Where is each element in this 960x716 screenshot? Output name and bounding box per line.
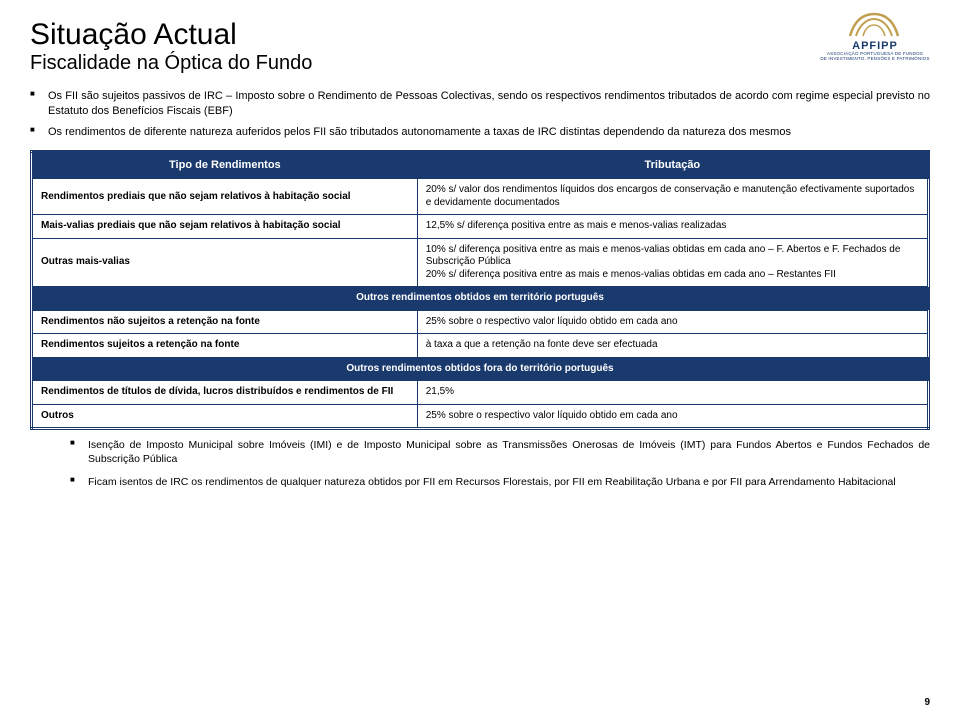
cell-left: Rendimentos prediais que não sejam relat… [32,179,418,215]
intro-bullets: Os FII são sujeitos passivos de IRC – Im… [30,89,930,140]
footer-bullets: Isenção de Imposto Municipal sobre Imóve… [70,438,930,489]
table-header-row: Tipo de Rendimentos Tributação [32,151,929,179]
bullet-item: Ficam isentos de IRC os rendimentos de q… [70,475,930,489]
cell-right: 25% sobre o respectivo valor líquido obt… [417,310,928,334]
tax-table: Tipo de Rendimentos Tributação Rendiment… [30,150,930,431]
logo-icon [848,10,902,38]
page-number: 9 [924,697,930,708]
cell-left: Rendimentos de títulos de dívida, lucros… [32,381,418,405]
cell-right: à taxa a que a retenção na fonte deve se… [417,334,928,358]
cell-right: 12,5% s/ diferença positiva entre as mai… [417,215,928,239]
bullet-item: Os rendimentos de diferente natureza auf… [30,125,930,140]
cell-left: Mais-valias prediais que não sejam relat… [32,215,418,239]
cell-right: 10% s/ diferença positiva entre as mais … [417,238,928,287]
table-row: Outros 25% sobre o respectivo valor líqu… [32,404,929,429]
cell-left: Rendimentos não sujeitos a retenção na f… [32,310,418,334]
cell-left: Outros [32,404,418,429]
table-row: Rendimentos não sujeitos a retenção na f… [32,310,929,334]
logo-sub: ASSOCIAÇÃO PORTUGUESA DE FUNDOS DE INVES… [820,52,930,62]
logo: APFIPP ASSOCIAÇÃO PORTUGUESA DE FUNDOS D… [820,10,930,62]
table-row: Rendimentos prediais que não sejam relat… [32,179,929,215]
cell-right: 25% sobre o respectivo valor líquido obt… [417,404,928,429]
table-row: Outras mais-valias 10% s/ diferença posi… [32,238,929,287]
page-title: Situação Actual [30,18,930,52]
section-header: Outros rendimentos obtidos em território… [32,287,929,311]
table-section-row: Outros rendimentos obtidos fora do terri… [32,357,929,381]
section-header: Outros rendimentos obtidos fora do terri… [32,357,929,381]
bullet-item: Os FII são sujeitos passivos de IRC – Im… [30,89,930,119]
header-left: Tipo de Rendimentos [32,151,418,179]
bullet-item: Isenção de Imposto Municipal sobre Imóve… [70,438,930,466]
cell-right: 20% s/ valor dos rendimentos líquidos do… [417,179,928,215]
page-subtitle: Fiscalidade na Óptica do Fundo [30,52,930,75]
cell-left: Rendimentos sujeitos a retenção na fonte [32,334,418,358]
table-row: Rendimentos sujeitos a retenção na fonte… [32,334,929,358]
table-section-row: Outros rendimentos obtidos em território… [32,287,929,311]
header-right: Tributação [417,151,928,179]
table-row: Rendimentos de títulos de dívida, lucros… [32,381,929,405]
cell-right: 21,5% [417,381,928,405]
cell-left: Outras mais-valias [32,238,418,287]
table-row: Mais-valias prediais que não sejam relat… [32,215,929,239]
